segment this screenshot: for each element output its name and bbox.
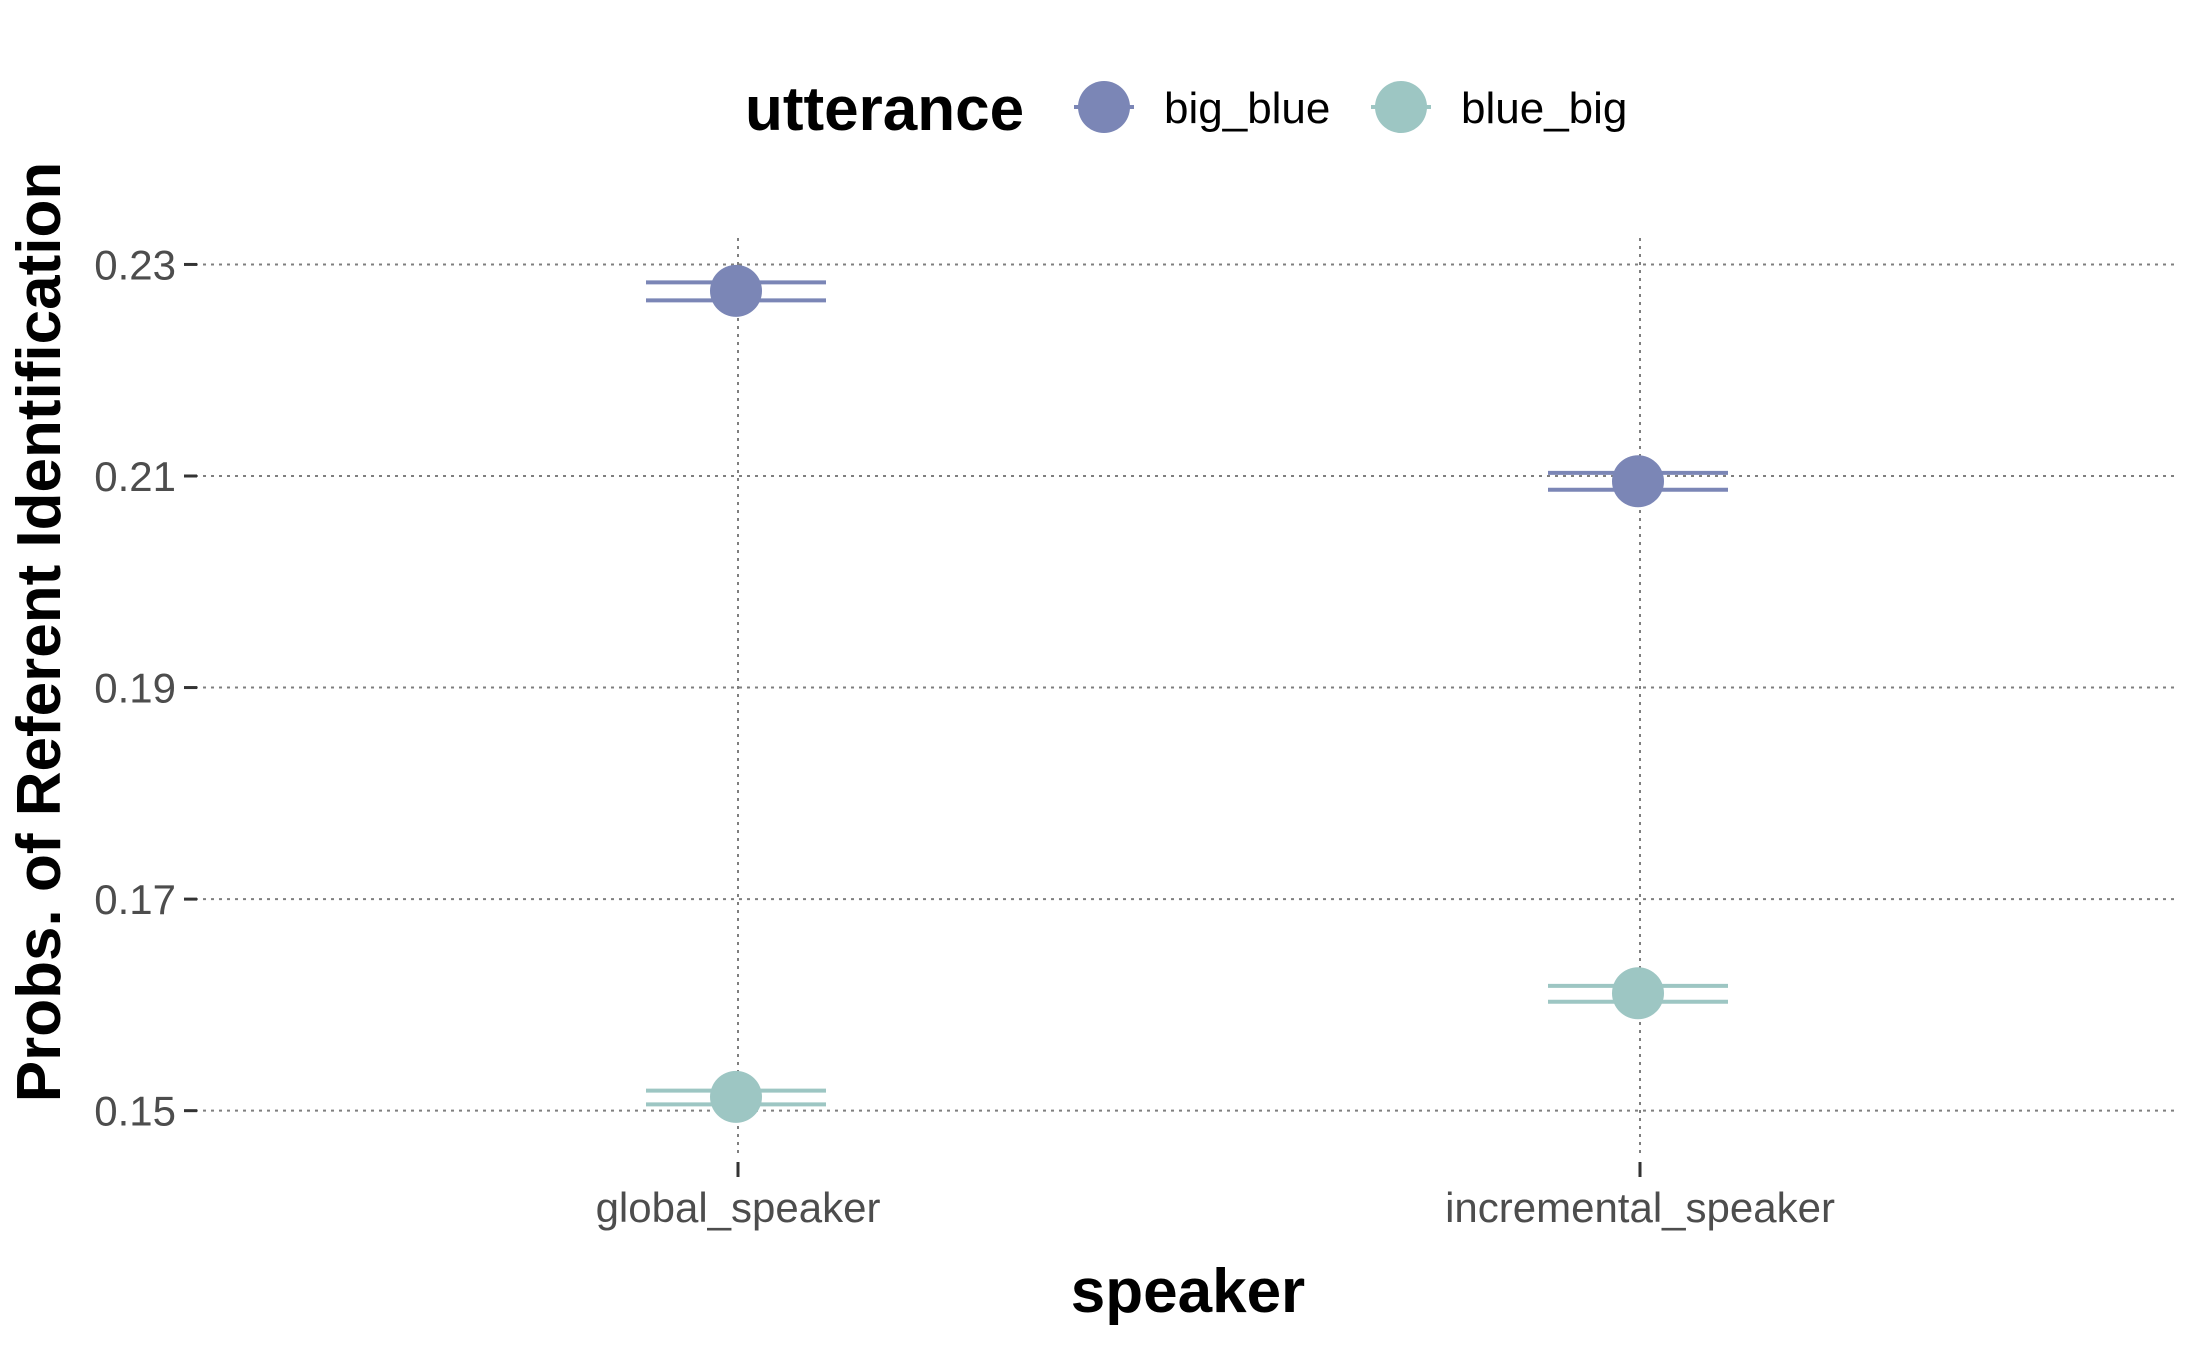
point-big_blue-global_speaker xyxy=(710,264,762,317)
y-tick-label: 0.23 xyxy=(94,241,176,288)
legend-item-blue_big: blue_big xyxy=(1371,81,1627,133)
point-blue_big-global_speaker xyxy=(710,1070,762,1123)
axes: 0.15 0.17 0.19 0.21 0.23 global_speaker increm… xyxy=(94,241,1835,1231)
grid xyxy=(195,238,2178,1156)
y-tick-label: 0.17 xyxy=(94,876,176,923)
legend-key-point xyxy=(1375,81,1427,133)
legend-item-big_blue: big_blue xyxy=(1074,81,1330,133)
y-tick-label: 0.19 xyxy=(94,665,176,712)
x-axis-title: speaker xyxy=(1071,1257,1305,1326)
legend-key-point xyxy=(1078,81,1130,133)
x-tick-label: global_speaker xyxy=(596,1184,881,1231)
legend: utterance big_blue blue_big xyxy=(745,75,1627,144)
y-axis-title: Probs. of Referent Identification xyxy=(5,162,74,1102)
legend-title: utterance xyxy=(745,75,1024,144)
legend-label: big_blue xyxy=(1164,84,1330,133)
point-big_blue-incremental_speaker xyxy=(1612,455,1664,508)
data-marks xyxy=(646,264,1728,1123)
legend-label: blue_big xyxy=(1461,84,1627,133)
x-tick-label: incremental_speaker xyxy=(1445,1184,1835,1231)
point-blue_big-incremental_speaker xyxy=(1612,967,1664,1020)
y-tick-label: 0.15 xyxy=(94,1088,176,1135)
y-tick-label: 0.21 xyxy=(94,453,176,500)
